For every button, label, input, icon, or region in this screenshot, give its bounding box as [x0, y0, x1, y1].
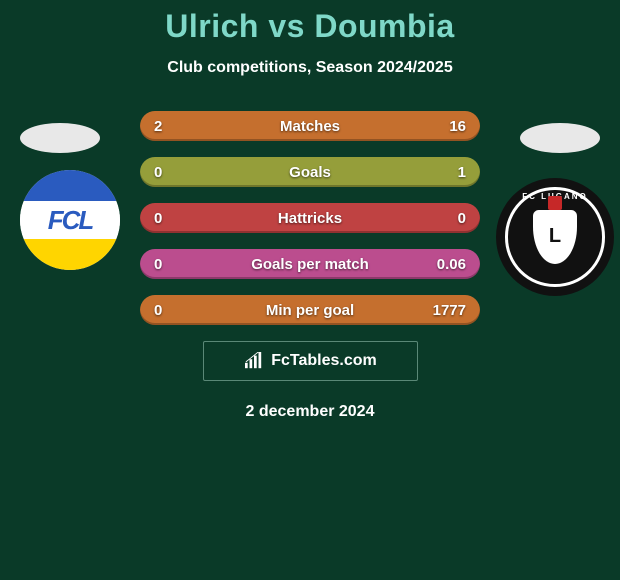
subtitle: Club competitions, Season 2024/2025 [0, 59, 620, 77]
lugano-badge: FC LUGANO L [496, 178, 614, 296]
club-badge-left: FCL [20, 170, 120, 270]
stat-right-value: 1777 [433, 302, 466, 319]
stats-rows: 2Matches160Goals10Hattricks00Goals per m… [140, 111, 480, 325]
stat-right-value: 0.06 [437, 256, 466, 273]
player-left-avatar [20, 123, 100, 153]
stat-right-value: 16 [449, 118, 466, 135]
fcl-text: FCL [48, 205, 93, 236]
stat-label: Matches [140, 118, 480, 135]
stat-row: 0Hattricks0 [140, 203, 480, 233]
lugano-shield: L [533, 210, 578, 264]
stat-label: Min per goal [140, 302, 480, 319]
stat-label: Hattricks [140, 210, 480, 227]
stat-row: 0Goals per match0.06 [140, 249, 480, 279]
stat-right-value: 0 [458, 210, 466, 227]
lugano-letter: L [549, 225, 561, 248]
watermark: FcTables.com [203, 341, 418, 381]
stat-row: 0Min per goal1777 [140, 295, 480, 325]
stat-left-value: 0 [154, 164, 162, 181]
lugano-ring: FC LUGANO L [505, 187, 604, 286]
fcl-stripe-mid: FCL [20, 201, 120, 239]
title: Ulrich vs Doumbia [0, 8, 620, 45]
comparison-card: Ulrich vs Doumbia Club competitions, Sea… [0, 0, 620, 580]
fcl-stripe-top [20, 170, 120, 201]
bar-chart-icon [243, 352, 265, 370]
watermark-text: FcTables.com [271, 352, 377, 370]
stat-row: 2Matches16 [140, 111, 480, 141]
stat-label: Goals [140, 164, 480, 181]
stat-right-value: 1 [458, 164, 466, 181]
stat-row: 0Goals1 [140, 157, 480, 187]
fcl-badge: FCL [20, 170, 120, 270]
stat-left-value: 0 [154, 302, 162, 319]
player-right-avatar [520, 123, 600, 153]
fcl-stripe-bot [20, 239, 120, 270]
swiss-cross-icon [548, 196, 562, 210]
stat-left-value: 0 [154, 210, 162, 227]
club-badge-right: FC LUGANO L [496, 178, 614, 296]
date: 2 december 2024 [0, 403, 620, 421]
stat-left-value: 0 [154, 256, 162, 273]
stat-label: Goals per match [140, 256, 480, 273]
stat-left-value: 2 [154, 118, 162, 135]
